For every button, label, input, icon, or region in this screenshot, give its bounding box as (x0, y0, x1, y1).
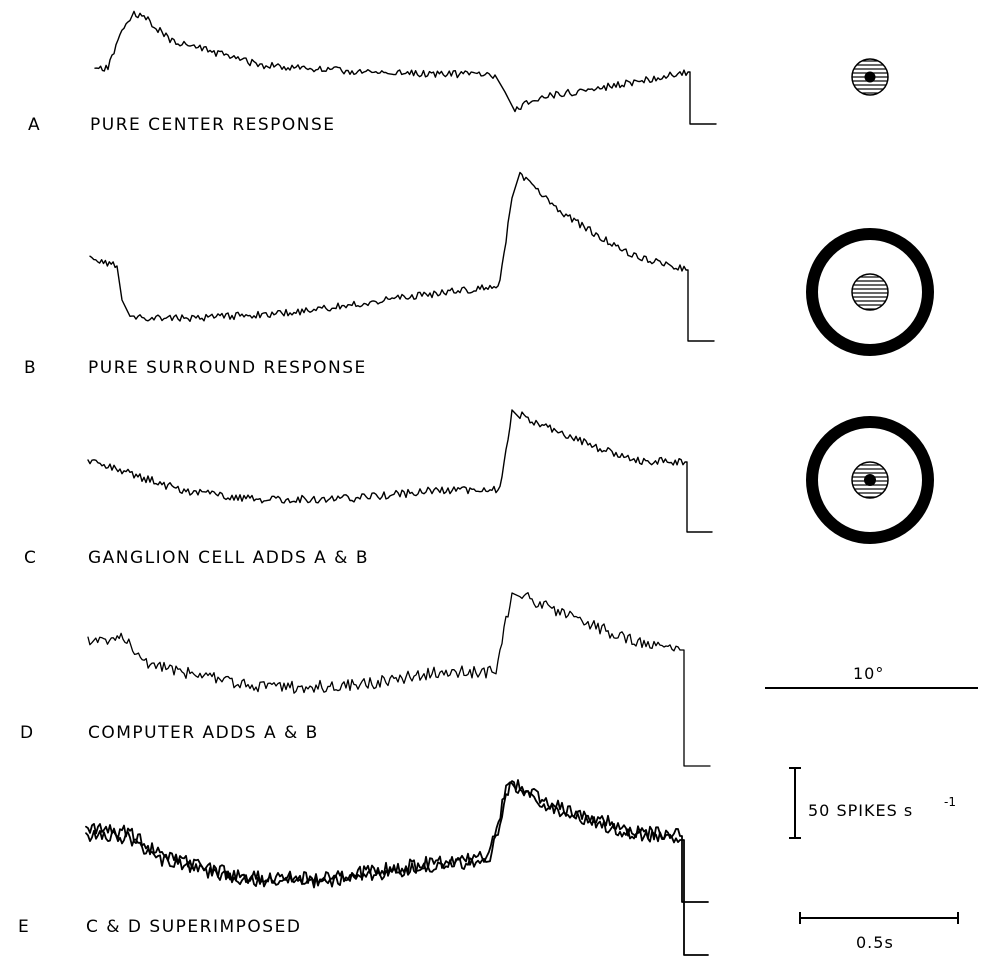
time-scale-label: 0.5s (856, 933, 894, 952)
panel-caption-c: GANGLION CELL ADDS A & B (88, 548, 369, 568)
center-and-surround-icon (806, 416, 934, 544)
panel-caption-b: PURE SURROUND RESPONSE (88, 358, 367, 378)
panel-caption-a: PURE CENTER RESPONSE (90, 115, 336, 135)
trace-c (87, 409, 713, 533)
panel-letter-a: A (28, 115, 41, 135)
trace-a (94, 10, 717, 125)
spatial-scale-label: 10° (853, 664, 884, 683)
center-spot-icon (851, 58, 889, 96)
trace-d (87, 592, 711, 767)
trace-e (85, 779, 709, 956)
panel-letter-b: B (24, 358, 37, 378)
panel-caption-d: COMPUTER ADDS A & B (88, 723, 319, 743)
time-scale-bar: 0.5s (799, 912, 959, 952)
rate-scale-exponent: -1 (944, 795, 956, 809)
panel-letter-d: D (20, 723, 35, 743)
spatial-scale-bar: 10° (765, 664, 978, 689)
panel-letter-e: E (18, 917, 30, 937)
rate-scale-label: 50 SPIKES s (808, 801, 913, 820)
trace-b (89, 171, 715, 342)
surround-annulus-icon (806, 228, 934, 356)
rate-scale-bar: 50 SPIKES s -1 (789, 767, 956, 839)
panel-letter-c: C (24, 548, 37, 568)
panel-caption-e: C & D SUPERIMPOSED (86, 917, 301, 937)
